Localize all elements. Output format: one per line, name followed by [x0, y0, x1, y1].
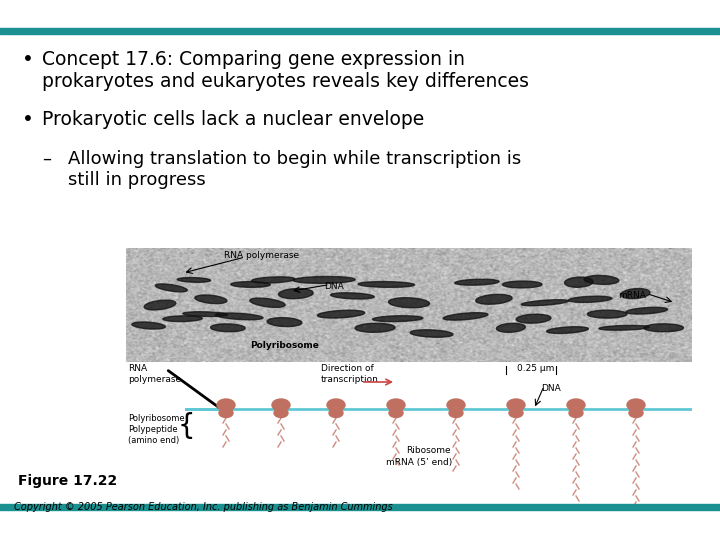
Ellipse shape — [251, 277, 295, 283]
Ellipse shape — [215, 313, 263, 320]
Ellipse shape — [599, 326, 649, 330]
Text: Figure 17.22: Figure 17.22 — [18, 474, 117, 488]
Ellipse shape — [567, 399, 585, 411]
Ellipse shape — [293, 276, 355, 284]
Ellipse shape — [449, 408, 463, 417]
Ellipse shape — [372, 316, 423, 322]
Ellipse shape — [355, 323, 395, 332]
Ellipse shape — [219, 408, 233, 417]
Ellipse shape — [156, 284, 187, 292]
Ellipse shape — [177, 278, 210, 282]
Text: Direction of
transcription: Direction of transcription — [321, 364, 379, 384]
Ellipse shape — [358, 281, 415, 287]
Ellipse shape — [410, 330, 453, 338]
Text: 0.25 μm: 0.25 μm — [517, 364, 554, 373]
Ellipse shape — [564, 277, 593, 287]
Ellipse shape — [210, 324, 246, 332]
Ellipse shape — [627, 399, 645, 411]
Ellipse shape — [250, 298, 285, 307]
Text: still in progress: still in progress — [68, 171, 206, 189]
Text: Concept 17.6: Comparing gene expression in: Concept 17.6: Comparing gene expression … — [42, 50, 465, 69]
Ellipse shape — [447, 399, 465, 411]
Ellipse shape — [274, 408, 288, 417]
Ellipse shape — [163, 316, 202, 322]
Ellipse shape — [569, 408, 583, 417]
Text: prokaryotes and eukaryotes reveals key differences: prokaryotes and eukaryotes reveals key d… — [42, 72, 529, 91]
Ellipse shape — [509, 408, 523, 417]
Text: Ribosome: Ribosome — [406, 446, 451, 455]
Ellipse shape — [621, 288, 650, 299]
Ellipse shape — [455, 279, 499, 285]
Text: DNA: DNA — [324, 282, 344, 291]
Text: Allowing translation to begin while transcription is: Allowing translation to begin while tran… — [68, 150, 521, 168]
Text: RNA polymerase: RNA polymerase — [224, 252, 300, 260]
Text: mRNA: mRNA — [618, 291, 647, 300]
Text: {: { — [177, 412, 195, 440]
Ellipse shape — [584, 275, 619, 285]
Ellipse shape — [144, 300, 176, 310]
Ellipse shape — [444, 313, 488, 320]
Text: Copyright © 2005 Pearson Education, Inc. publishing as Benjamin Cummings: Copyright © 2005 Pearson Education, Inc.… — [14, 502, 392, 512]
Ellipse shape — [279, 288, 313, 299]
Ellipse shape — [644, 324, 683, 332]
Ellipse shape — [568, 296, 612, 302]
Ellipse shape — [318, 310, 365, 318]
Ellipse shape — [330, 293, 374, 299]
Text: Polyribosome: Polyribosome — [251, 341, 320, 350]
Ellipse shape — [629, 408, 643, 417]
Ellipse shape — [507, 399, 525, 411]
Ellipse shape — [230, 282, 270, 287]
Text: Prokaryotic cells lack a nuclear envelope: Prokaryotic cells lack a nuclear envelop… — [42, 110, 424, 129]
Ellipse shape — [272, 399, 290, 411]
Text: DNA: DNA — [541, 384, 561, 393]
Ellipse shape — [217, 399, 235, 411]
Ellipse shape — [389, 408, 403, 417]
Ellipse shape — [389, 298, 430, 308]
Text: mRNA (5’ end): mRNA (5’ end) — [386, 458, 452, 467]
Ellipse shape — [387, 399, 405, 411]
Text: –: – — [42, 150, 51, 168]
Ellipse shape — [516, 314, 551, 323]
Ellipse shape — [476, 294, 512, 304]
Text: Polyribosome
Polypeptide
(amino end): Polyribosome Polypeptide (amino end) — [128, 414, 184, 445]
Ellipse shape — [626, 307, 667, 314]
Ellipse shape — [546, 327, 588, 333]
Ellipse shape — [195, 295, 227, 303]
Ellipse shape — [588, 310, 627, 318]
Ellipse shape — [267, 318, 302, 327]
Text: •: • — [22, 110, 34, 129]
Ellipse shape — [496, 323, 526, 332]
Ellipse shape — [503, 281, 542, 288]
Text: RNA
polymerase: RNA polymerase — [128, 364, 181, 384]
Ellipse shape — [327, 399, 345, 411]
Ellipse shape — [183, 312, 228, 316]
Ellipse shape — [521, 300, 568, 306]
Text: •: • — [22, 50, 34, 69]
Ellipse shape — [132, 322, 166, 329]
Ellipse shape — [329, 408, 343, 417]
